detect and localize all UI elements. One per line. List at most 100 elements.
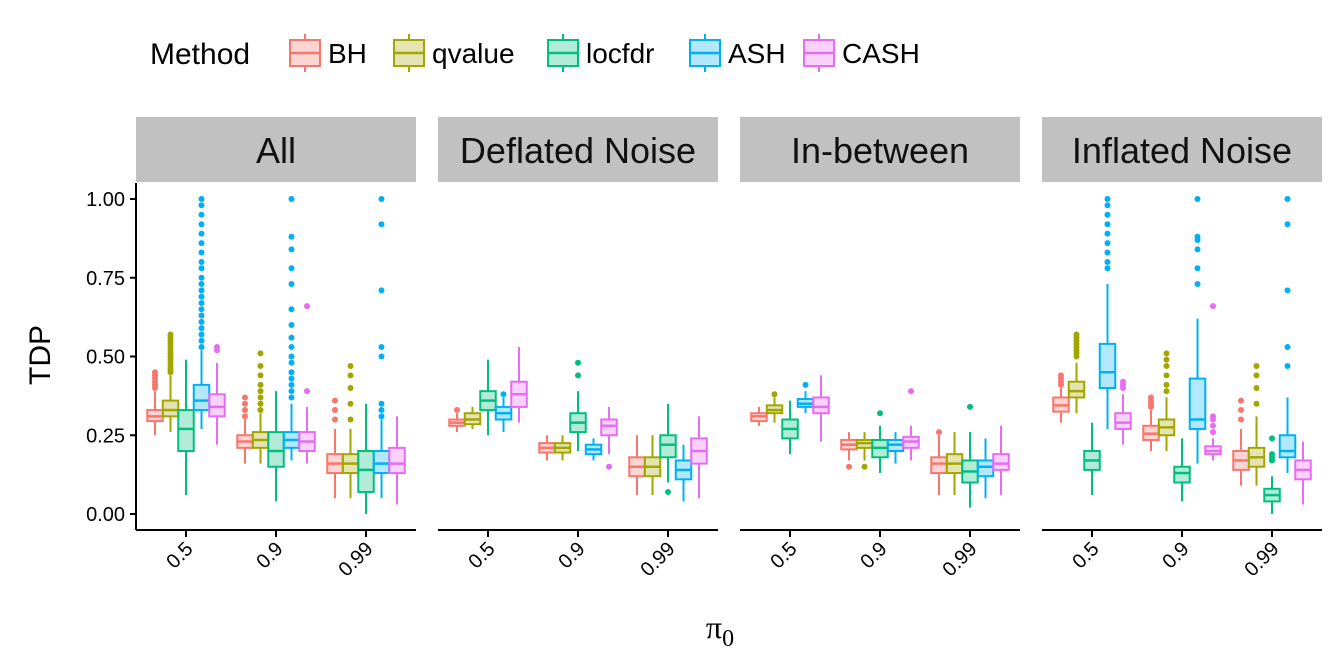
outlier-point [257, 350, 264, 357]
outlier-point [802, 381, 809, 388]
outlier-point [877, 410, 883, 417]
outlier-point [771, 391, 778, 398]
group-0.9: 0.9 [1142, 196, 1222, 573]
box-bh [326, 397, 344, 499]
outlier-point [198, 221, 205, 228]
legend-item-locfdr: locfdr [547, 34, 654, 72]
legend-label: qvalue [432, 38, 515, 69]
outlier-point [1284, 344, 1291, 351]
box-ash [976, 438, 995, 499]
box-iqr [161, 399, 180, 418]
box-bh [1142, 394, 1160, 451]
legend-item-ash: ASH [689, 34, 786, 72]
box-qvalue [945, 432, 964, 496]
box-bh [628, 435, 646, 496]
outlier-point [347, 362, 354, 369]
box-ash [1278, 196, 1297, 474]
box-locfdr [781, 400, 799, 455]
box-iqr [357, 450, 375, 493]
outlier-point [332, 397, 338, 404]
outlier-point [198, 196, 205, 202]
box-iqr [177, 409, 195, 452]
facet-all: All 0.5 0.9 0.99 [136, 117, 416, 581]
outlier-point [198, 318, 205, 325]
box-qvalue [643, 435, 662, 496]
box-iqr [1098, 342, 1117, 389]
outlier-point [288, 334, 295, 341]
facet-label: All [256, 130, 296, 171]
box-iqr [388, 446, 406, 475]
outlier-point [1104, 240, 1111, 247]
outlier-point [257, 388, 264, 395]
box-iqr [267, 431, 285, 468]
outlier-point [454, 407, 460, 414]
box-iqr [1278, 434, 1297, 459]
outlier-point [1163, 362, 1170, 369]
x-tick-label: 0.9 [1158, 538, 1193, 573]
outlier-point [288, 388, 295, 395]
box-ash [282, 196, 301, 461]
outlier-point [288, 265, 295, 272]
outlier-point [1104, 230, 1111, 237]
box-cash [600, 406, 618, 470]
outlier-point [257, 394, 264, 401]
x-tick-label: 0.9 [856, 538, 891, 573]
box-locfdr [961, 403, 979, 508]
facet-label: In-between [791, 130, 969, 171]
outlier-point [288, 196, 295, 202]
group-0.99: 0.99 [628, 403, 708, 581]
outlier-point [1284, 221, 1291, 228]
outlier-point [288, 233, 295, 240]
box-iqr [208, 393, 226, 418]
outlier-point [257, 381, 264, 388]
box-ash [674, 444, 693, 502]
outlier-point [304, 388, 310, 395]
outlier-point [257, 400, 264, 407]
outlier-point [1253, 400, 1260, 407]
box-cash [1114, 378, 1132, 445]
box-bh [1052, 372, 1070, 423]
box-bh [750, 406, 768, 426]
facet-strip [1042, 117, 1322, 182]
group-0.5: 0.5 [1052, 196, 1132, 573]
y-tick-label: 1.00 [86, 189, 125, 211]
outlier-point [1194, 196, 1201, 202]
outlier-point [1238, 416, 1244, 423]
x-tick-label: 0.99 [938, 538, 981, 581]
outlier-point [1269, 451, 1275, 458]
outlier-point [288, 369, 295, 376]
outlier-point [167, 331, 174, 338]
box-ash [1188, 196, 1207, 464]
facet-inflated-noise: Inflated Noise 0.5 0.9 0.99 [1042, 117, 1322, 581]
outlier-point [198, 259, 205, 265]
x-tick-label: 0.5 [766, 538, 801, 573]
box-cash [1294, 441, 1312, 505]
outlier-point [198, 265, 205, 272]
facet-strip [136, 117, 416, 182]
box-locfdr [479, 359, 497, 436]
outlier-point [214, 344, 220, 351]
outlier-point [288, 359, 295, 366]
outlier-point [1210, 413, 1216, 420]
outlier-point [288, 322, 295, 328]
legend-label: ASH [728, 38, 786, 69]
box-locfdr [357, 403, 375, 514]
outlier-point [1104, 259, 1111, 265]
outlier-point [1104, 211, 1111, 218]
box-iqr [1114, 412, 1132, 430]
legend-item-qvalue: qvalue [393, 34, 515, 72]
outlier-point [288, 381, 295, 388]
box-cash [992, 425, 1010, 496]
box-ash [796, 381, 815, 414]
outlier-point [1238, 407, 1244, 414]
box-qvalue [553, 435, 572, 461]
y-tick-label: 0.50 [86, 347, 125, 369]
box-cash [812, 375, 830, 442]
box-iqr [812, 396, 830, 415]
y-tick-label: 0.00 [86, 504, 125, 526]
box-locfdr [1173, 438, 1191, 502]
outlier-point [198, 274, 205, 281]
outlier-point [242, 413, 248, 420]
